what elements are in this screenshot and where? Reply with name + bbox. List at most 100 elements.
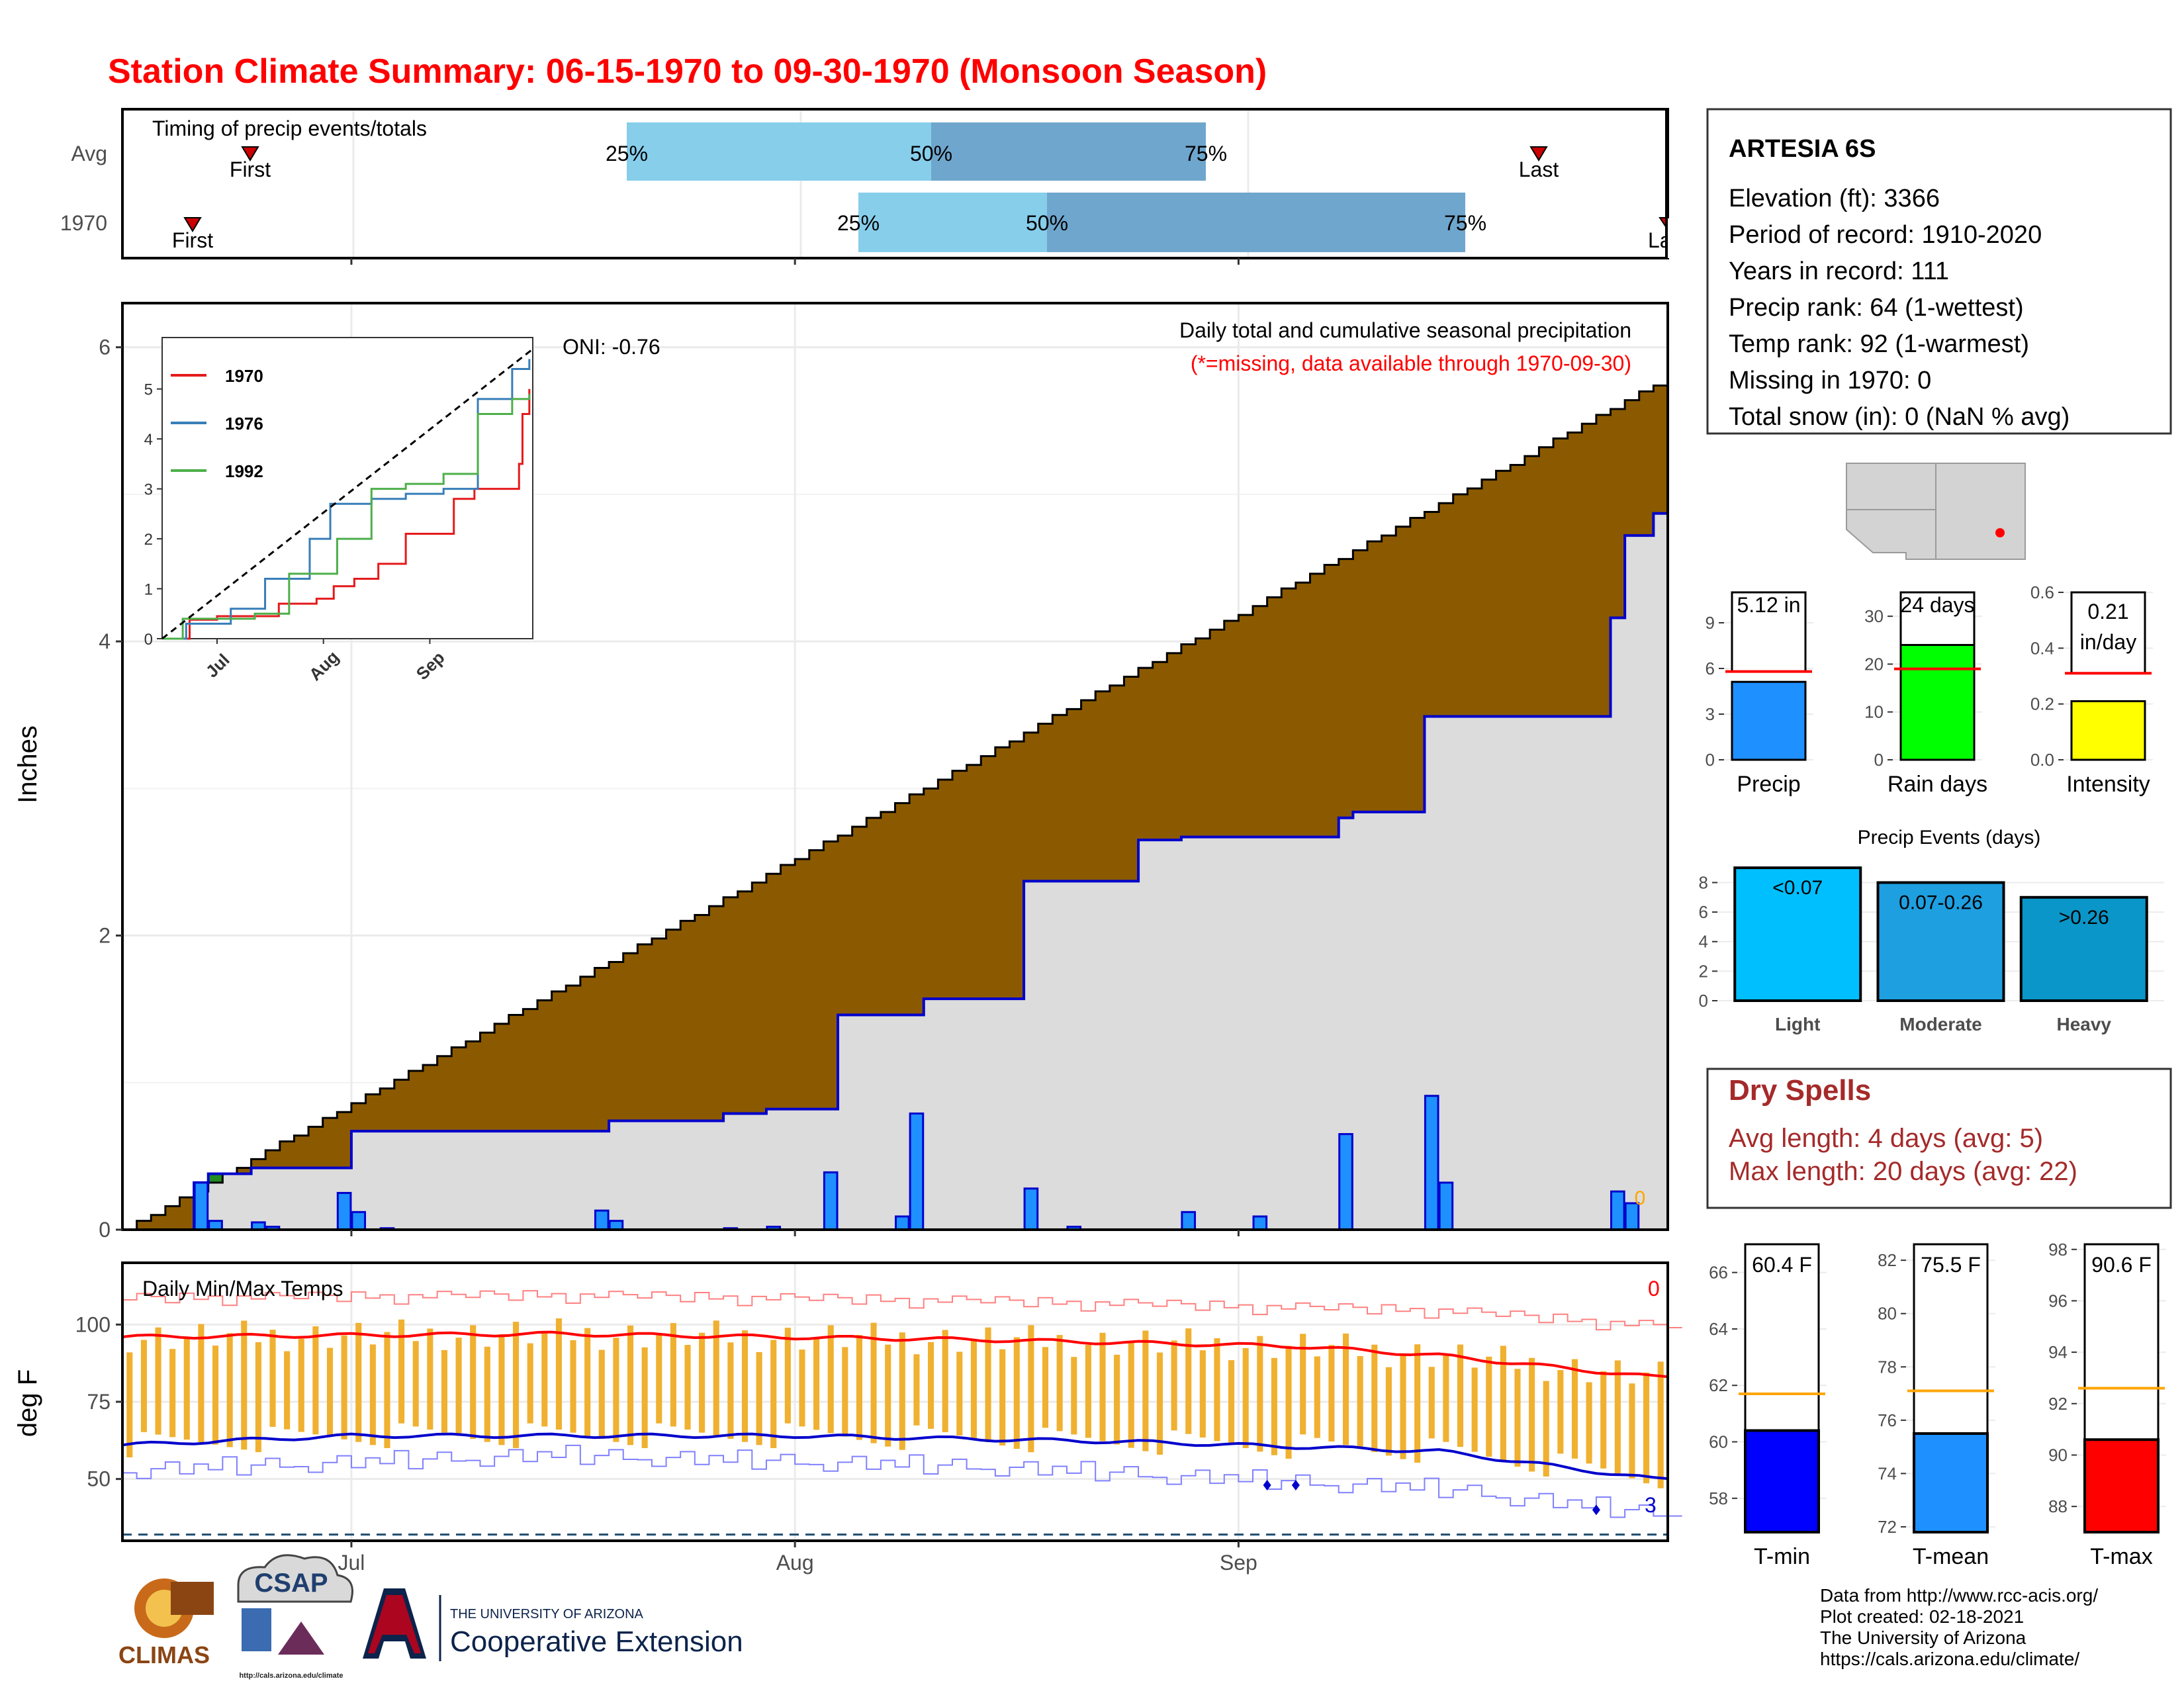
y1970-quartile-50-75 [1047, 193, 1465, 252]
daily-temp-bar [656, 1335, 662, 1424]
summary-label: Rain days [1888, 772, 1987, 797]
summary-ytick-label: 10 [1864, 702, 1884, 722]
temp-ytick-label: 100 [75, 1312, 111, 1336]
record-max-line [122, 1290, 1682, 1331]
station-name: ARTESIA 6S [1729, 135, 1876, 163]
deficit-area [1181, 644, 1197, 837]
deficit-area [551, 991, 567, 1132]
station-info-line: Elevation (ft): 3366 [1729, 185, 1940, 212]
deficit-area [752, 882, 767, 1114]
daily-temp-bar [1314, 1356, 1320, 1438]
deficit-area [279, 1141, 295, 1168]
station-info-line: Temp rank: 92 (1-warmest) [1729, 330, 2029, 358]
deficit-area [151, 1214, 166, 1230]
record-low-marker [1592, 1504, 1600, 1516]
event-bar-label: Heavy [2056, 1014, 2111, 1034]
daily-temp-bar [140, 1340, 147, 1432]
events-ytick-label: 2 [1699, 961, 1708, 981]
daily-temp-bar [613, 1338, 619, 1442]
daily-temp-bar [928, 1342, 934, 1429]
daily-temp-bar [527, 1343, 533, 1424]
deficit-area [637, 944, 653, 1121]
deficit-area [1381, 535, 1396, 812]
deficit-area [995, 747, 1010, 999]
daily-temp-bar [899, 1332, 905, 1450]
daily-temp-bar [1471, 1367, 1478, 1452]
temp-summary-ytick: 92 [2048, 1394, 2068, 1414]
daily-temp-bar [799, 1349, 805, 1427]
daily-temp-bar [398, 1319, 405, 1424]
legend-1970: 1970 [225, 366, 263, 386]
deficit-area [1210, 629, 1225, 837]
deficit-area [1009, 741, 1024, 999]
precip-y-axis: 0 2 4 6 [99, 336, 122, 1242]
inset-line-1970 [162, 388, 531, 640]
daily-temp-bar [670, 1323, 676, 1427]
temp-summary-label: T-min [1754, 1544, 1810, 1569]
avg-min-line [122, 1432, 1668, 1481]
daily-temp-bar [1056, 1335, 1063, 1432]
deficit-area [136, 1220, 152, 1230]
deficit-area [408, 1071, 424, 1132]
deficit-area [480, 1032, 495, 1132]
daily-precip-bar [1610, 1190, 1625, 1231]
daily-temp-bar [484, 1346, 490, 1442]
deficit-area [566, 985, 581, 1132]
csap-text: CSAP [254, 1569, 328, 1598]
deficit-area [394, 1079, 409, 1132]
summary-ytick-label: 0.4 [2030, 638, 2054, 658]
daily-temp-bar [312, 1326, 319, 1435]
event-bar-range: >0.26 [2059, 907, 2109, 929]
temp-ylabel: deg F [13, 1369, 42, 1437]
daily-temp-bar [741, 1330, 749, 1442]
avg-quartile-50-75 [931, 122, 1206, 181]
daily-temp-bar [455, 1338, 462, 1436]
events-ytick-label: 0 [1699, 991, 1708, 1011]
deficit-area [179, 1197, 195, 1230]
deficit-area [766, 874, 782, 1109]
record-low-marker [1291, 1480, 1300, 1490]
daily-precip-bar [823, 1171, 839, 1231]
deficit-area [1625, 400, 1640, 536]
daily-temp-bar [1500, 1346, 1506, 1462]
footer-line-4: https://cals.arizona.edu/climate/ [1820, 1649, 2079, 1669]
summary-bar [1899, 644, 1976, 761]
daily-temp-bar [1013, 1337, 1020, 1449]
summary-ytick-label: 0 [1706, 750, 1715, 770]
temp-missing-bottom: 3 [1645, 1493, 1657, 1517]
daily-temp-bar [169, 1349, 176, 1438]
deficit-area [1338, 559, 1353, 818]
deficit-area [1396, 526, 1411, 812]
daily-temp-bar [627, 1325, 634, 1445]
summary-ytick-label: 3 [1706, 704, 1715, 724]
daily-precip-bar [336, 1191, 352, 1231]
daily-temp-bar [1128, 1342, 1134, 1448]
deficit-area [351, 1103, 367, 1132]
temp-summary-ytick: 76 [1878, 1410, 1897, 1430]
precip-caption: Daily total and cumulative seasonal prec… [1179, 318, 1631, 342]
deficit-area [938, 780, 953, 999]
daily-temp-bar [269, 1330, 276, 1427]
deficit-area [780, 864, 796, 1109]
climas-logo: CLIMAS [118, 1578, 214, 1668]
dry-spells-box: Dry Spells Avg length: 4 days (avg: 5) M… [1706, 1068, 2172, 1209]
station-info-line: Missing in 1970: 0 [1729, 367, 1931, 394]
cumulative-line-1970 [122, 512, 1668, 1231]
deficit-area [1481, 479, 1497, 717]
temp-y-axis: 50 75 100 [75, 1312, 122, 1491]
deficit-area [294, 1135, 309, 1168]
daily-precip-bar [193, 1181, 209, 1231]
avg-last-label: Last [1519, 158, 1559, 181]
deficit-area [537, 1000, 553, 1132]
deficit-area [880, 811, 895, 1015]
daily-temp-bar [699, 1332, 705, 1433]
temp-summary-value: 60.4 F [1752, 1253, 1812, 1277]
deficit-area [952, 770, 968, 999]
daily-temp-bar [756, 1351, 762, 1445]
daily-temp-bar [341, 1335, 347, 1440]
daily-temp-bar [584, 1328, 591, 1436]
deficit-area [437, 1056, 452, 1132]
deficit-area [838, 835, 853, 1015]
daily-temp-bar [1385, 1367, 1392, 1456]
figure-title: Station Climate Summary: 06-15-1970 to 0… [108, 52, 1267, 91]
